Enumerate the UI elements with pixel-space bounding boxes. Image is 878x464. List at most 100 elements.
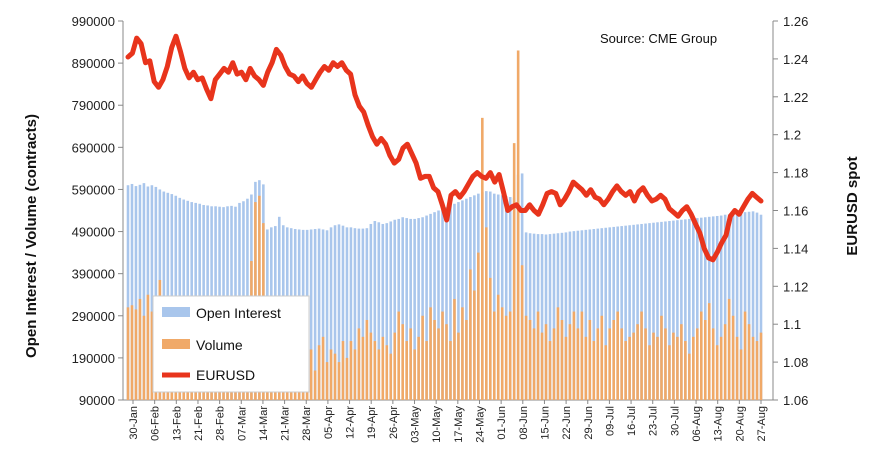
- open-interest-bar: [508, 197, 512, 400]
- open-interest-bar: [353, 228, 357, 400]
- volume-bar: [146, 294, 150, 400]
- x-tick-label: 29-Jun: [583, 406, 595, 440]
- volume-bar: [461, 307, 464, 400]
- open-interest-bar: [672, 220, 675, 400]
- open-interest-bar: [552, 233, 556, 400]
- volume-bar: [433, 319, 436, 400]
- volume-bar: [421, 315, 424, 400]
- x-tick-label: 21-Mar: [280, 406, 292, 441]
- open-interest-bar: [309, 229, 313, 400]
- legend-label-eurusd: EURUSD: [196, 367, 255, 383]
- volume-bar: [449, 341, 452, 400]
- open-interest-bar: [688, 218, 691, 400]
- volume-bar: [130, 305, 134, 400]
- volume-bar: [759, 332, 763, 400]
- open-interest-bar: [684, 219, 687, 400]
- x-tick-label: 28-Mar: [301, 406, 313, 441]
- open-interest-bar: [449, 205, 452, 400]
- volume-bar: [138, 298, 142, 400]
- volume-bar: [660, 315, 663, 400]
- volume-bar: [719, 336, 723, 400]
- volume-bar: [441, 311, 444, 400]
- open-interest-bar: [365, 228, 369, 400]
- volume-bar: [453, 298, 456, 400]
- right-tick-label: 1.1: [783, 317, 801, 332]
- volume-bar: [707, 303, 711, 400]
- volume-bar: [437, 328, 440, 400]
- left-tick-label: 290000: [72, 309, 115, 324]
- open-interest-bar: [441, 208, 444, 400]
- volume-bar: [703, 319, 707, 400]
- volume-bar: [445, 324, 448, 400]
- open-interest-bar: [405, 218, 408, 400]
- volume-bar: [632, 332, 635, 400]
- volume-bar: [612, 319, 615, 400]
- open-interest-bar: [317, 228, 321, 400]
- volume-bar: [540, 332, 544, 400]
- volume-bar: [588, 319, 592, 400]
- open-interest-bar: [126, 185, 130, 400]
- volume-bar: [405, 341, 408, 400]
- open-interest-bar: [715, 215, 719, 400]
- volume-bar: [672, 332, 675, 400]
- volume-bar: [142, 315, 146, 400]
- open-interest-bar: [409, 218, 412, 400]
- eurusd-series: [125, 33, 764, 263]
- volume-bar: [640, 311, 643, 400]
- open-interest-bar: [636, 224, 639, 400]
- right-tick-label: 1.06: [783, 393, 808, 408]
- volume-bar: [496, 294, 500, 400]
- volume-bar: [735, 336, 739, 400]
- legend-label-open-interest: Open Interest: [196, 305, 281, 321]
- volume-bar: [357, 328, 361, 400]
- volume-bar: [544, 324, 548, 400]
- eurusd-line: [125, 33, 764, 263]
- legend-swatch-open-interest: [162, 307, 190, 317]
- volume-bar: [500, 307, 504, 400]
- left-tick-label: 790000: [72, 98, 115, 113]
- volume-bar: [381, 336, 385, 400]
- open-interest-bar: [628, 225, 631, 400]
- volume-bar: [385, 345, 389, 400]
- open-interest-bar: [429, 213, 432, 400]
- volume-bar: [321, 336, 325, 400]
- volume-bar: [373, 341, 377, 400]
- open-interest-bar: [739, 212, 743, 400]
- x-tick-label: 09-Jul: [604, 406, 616, 436]
- right-tick-label: 1.26: [783, 14, 808, 29]
- volume-bar: [492, 311, 496, 400]
- left-tick-label: 390000: [72, 267, 115, 282]
- open-interest-bar: [333, 225, 337, 400]
- x-tick-label: 07-Mar: [236, 406, 248, 441]
- volume-bar: [692, 336, 695, 400]
- volume-bar: [624, 341, 627, 400]
- x-tick-label: 13-Feb: [171, 406, 183, 441]
- volume-bar: [508, 311, 512, 400]
- open-interest-bar: [146, 186, 150, 400]
- volume-bar: [751, 336, 755, 400]
- volume-bar: [696, 328, 699, 400]
- x-tick-label: 12-Apr: [345, 406, 357, 439]
- left-tick-label: 990000: [72, 14, 115, 29]
- open-interest-bar: [668, 221, 671, 400]
- open-interest-bar: [644, 223, 647, 400]
- left-axis-ticks: 990000 890000 790000 690000 590000 490000 3900…: [72, 14, 123, 408]
- volume-bar: [548, 341, 552, 400]
- x-tick-label: 30-Jul: [669, 406, 681, 436]
- volume-bar: [616, 311, 619, 400]
- left-tick-label: 890000: [72, 56, 115, 71]
- x-tick-label: 16-Jul: [626, 406, 638, 436]
- volume-bar: [457, 332, 460, 400]
- volume-bar: [429, 307, 432, 400]
- left-tick-label: 90000: [79, 393, 115, 408]
- volume-bar: [723, 324, 727, 400]
- open-interest-bar: [592, 229, 596, 400]
- volume-bar: [668, 345, 671, 400]
- open-interest-bar: [130, 183, 134, 400]
- open-interest-bar: [437, 210, 440, 400]
- volume-bar: [755, 341, 759, 400]
- volume-bar: [572, 311, 576, 400]
- volume-bar: [576, 328, 580, 400]
- open-interest-bar: [723, 214, 727, 400]
- x-tick-label: 01-Jun: [496, 406, 508, 440]
